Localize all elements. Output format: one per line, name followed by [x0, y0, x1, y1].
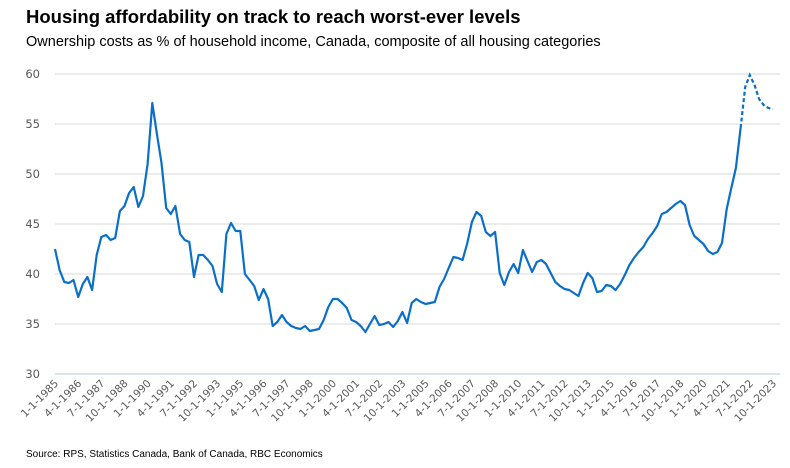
- chart-title: Housing affordability on track to reach …: [26, 6, 521, 27]
- y-tick-label: 35: [25, 317, 40, 331]
- source-note: Source: RPS, Statistics Canada, Bank of …: [26, 449, 323, 460]
- y-axis-ticks: 30 35 40 45 50 55 60: [25, 67, 40, 381]
- y-tick-label: 40: [25, 267, 40, 281]
- y-tick-label: 50: [25, 167, 40, 181]
- y-tick-label: 30: [25, 367, 40, 381]
- y-tick-label: 60: [25, 67, 40, 81]
- gridlines: [55, 73, 780, 375]
- x-axis-ticks: 1-1-19854-1-19867-1-198710-1-19881-1-199…: [19, 377, 779, 424]
- chart-subtitle: Ownership costs as % of household income…: [26, 34, 601, 50]
- series-line-forecast: [739, 72, 774, 129]
- series-ownership-costs: [53, 72, 774, 334]
- y-tick-label: 45: [25, 217, 40, 231]
- series-line-actual: [53, 101, 742, 334]
- y-tick-label: 55: [25, 117, 40, 131]
